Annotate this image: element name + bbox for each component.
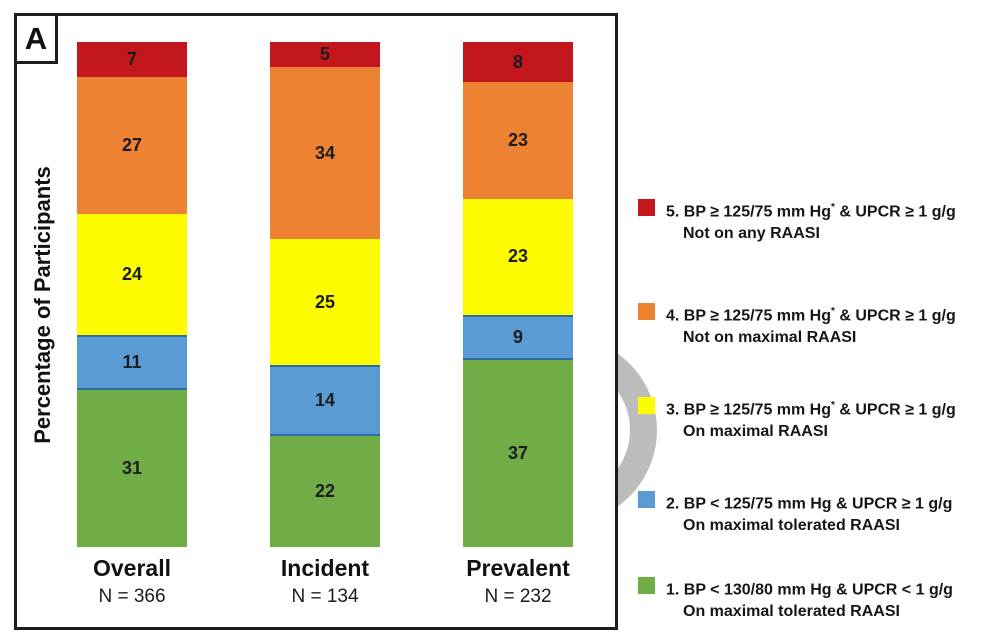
- category-label-prevalent: Prevalent: [466, 555, 570, 581]
- panel-label-box: A: [14, 13, 58, 64]
- bar-segment-2-incident: 14: [270, 365, 380, 436]
- stacked-bar-incident: 5 34 25 14 22: [270, 42, 380, 547]
- bar-value-label: 8: [512, 51, 523, 72]
- bar-segment-1-overall: 31: [77, 390, 187, 547]
- legend-line1: 1. BP < 130/80 mm Hg & UPCR < 1 g/g: [666, 581, 953, 599]
- bar-segment-4-prevalent: 23: [463, 82, 573, 199]
- bar-segment-5-prevalent: 8: [463, 42, 573, 83]
- legend-line2: Not on maximal RAASI: [683, 329, 857, 347]
- bar-segment-5-incident: 5: [270, 42, 380, 68]
- bar-value-label: 7: [126, 49, 137, 70]
- bar-segment-3-incident: 25: [270, 238, 380, 366]
- category-n-prevalent: N = 232: [484, 586, 552, 607]
- legend-swatch-yellow: [638, 397, 655, 414]
- bar-value-label: 5: [319, 44, 330, 65]
- bar-segment-4-incident: 34: [270, 67, 380, 239]
- stacked-bar-overall: 7 27 24 11 31: [77, 42, 187, 547]
- bar-value-label: 14: [314, 390, 336, 411]
- bar-segment-2-overall: 11: [77, 334, 187, 391]
- legend-item-4: 4. BP ≥ 125/75 mm Hg* & UPCR ≥ 1 g/g Not…: [638, 301, 956, 349]
- legend-item-3: 3. BP ≥ 125/75 mm Hg* & UPCR ≥ 1 g/g On …: [638, 395, 956, 443]
- bar-segment-2-prevalent: 9: [463, 314, 573, 361]
- category-n-overall: N = 366: [98, 586, 166, 607]
- legend-item-2: 2. BP < 125/75 mm Hg & UPCR ≥ 1 g/g On m…: [638, 489, 952, 537]
- category-label-overall: Overall: [93, 555, 171, 581]
- legend-line1: 4. BP ≥ 125/75 mm Hg* & UPCR ≥ 1 g/g: [666, 306, 956, 325]
- bar-value-label: 24: [121, 263, 143, 284]
- bar-value-label: 31: [121, 458, 143, 479]
- bar-segment-5-overall: 7: [77, 42, 187, 78]
- bar-value-label: 11: [122, 352, 142, 373]
- bar-value-label: 23: [507, 246, 529, 267]
- legend-line1: 2. BP < 125/75 mm Hg & UPCR ≥ 1 g/g: [666, 495, 953, 513]
- panel-label: A: [24, 20, 48, 56]
- legend-swatch-blue: [638, 491, 655, 508]
- legend-line2: Not on any RAASI: [683, 225, 820, 243]
- bar-segment-4-overall: 27: [77, 77, 187, 214]
- category-n-incident: N = 134: [291, 586, 359, 607]
- category-label-incident: Incident: [280, 555, 370, 581]
- bar-value-label: 27: [121, 135, 143, 156]
- bar-value-label: 22: [314, 480, 336, 501]
- legend-line1: 5. BP ≥ 125/75 mm Hg* & UPCR ≥ 1 g/g: [666, 202, 956, 221]
- bar-segment-3-overall: 24: [77, 213, 187, 335]
- legend-line1: 3. BP ≥ 125/75 mm Hg* & UPCR ≥ 1 g/g: [666, 400, 956, 419]
- bar-value-label: 34: [314, 142, 336, 163]
- bar-segment-1-prevalent: 37: [463, 360, 573, 547]
- legend-line2: On maximal tolerated RAASI: [683, 603, 900, 621]
- legend-swatch-orange: [638, 303, 655, 320]
- bar-value-label: 9: [512, 326, 523, 347]
- legend-swatch-red: [638, 199, 655, 216]
- legend-line2: On maximal RAASI: [683, 423, 828, 441]
- stacked-bar-prevalent: 8 23 23 9 37: [463, 42, 573, 547]
- bar-segment-1-incident: 22: [270, 435, 380, 547]
- legend-line2: On maximal tolerated RAASI: [683, 517, 900, 535]
- legend-item-5: 5. BP ≥ 125/75 mm Hg* & UPCR ≥ 1 g/g Not…: [638, 197, 956, 245]
- bar-value-label: 37: [507, 443, 529, 464]
- bar-value-label: 23: [507, 129, 529, 150]
- legend-swatch-green: [638, 577, 655, 594]
- bar-segment-3-prevalent: 23: [463, 198, 573, 315]
- legend-item-1: 1. BP < 130/80 mm Hg & UPCR < 1 g/g On m…: [638, 575, 953, 623]
- bar-value-label: 25: [314, 291, 336, 312]
